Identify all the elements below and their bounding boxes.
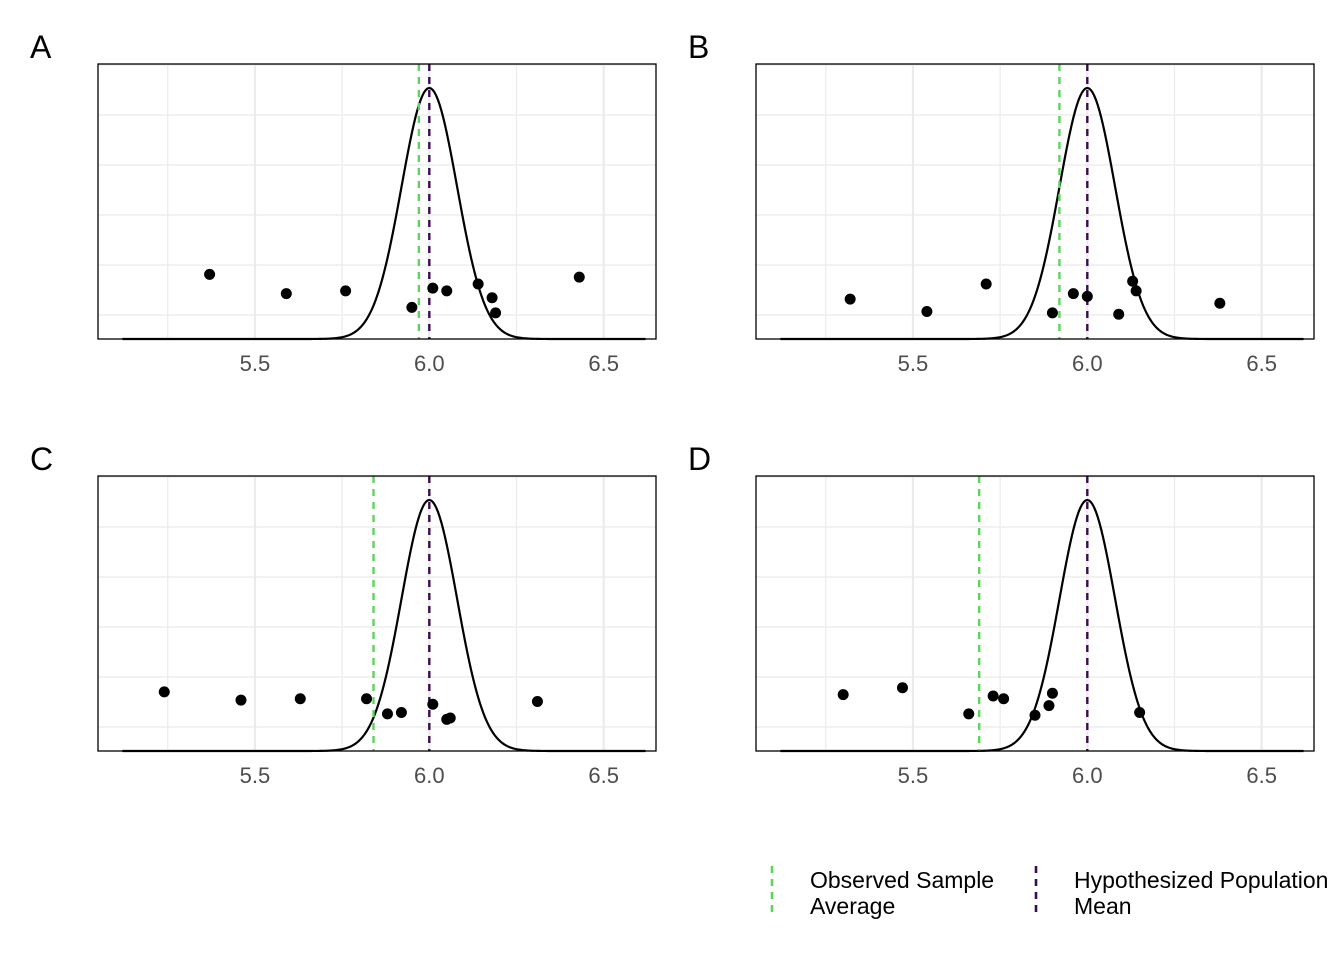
data-point-b-5 <box>1067 288 1079 300</box>
data-point-d-6 <box>1029 709 1041 721</box>
data-point-a-3 <box>340 285 352 297</box>
x-tick-label-d-3: 6.5 <box>1246 763 1277 788</box>
data-point-c-10 <box>531 696 543 707</box>
panel-letter-d: D <box>688 441 711 477</box>
data-point-a-6 <box>441 285 453 297</box>
legend-label-observed-line1: Observed Sample <box>810 867 994 893</box>
data-point-b-8 <box>1127 275 1139 287</box>
x-tick-label-b-2: 6.0 <box>1072 351 1103 376</box>
panels: A 5.5 6.0 6.5 B 5.5 6.0 6.5 C 5.5 6.0 6.5 D 5.5 6.0 6.5 <box>30 29 1315 788</box>
data-point-c-6 <box>395 707 407 718</box>
panel-b: B 5.5 6.0 6.5 <box>688 29 1315 376</box>
density-curve-b <box>780 86 1304 341</box>
data-point-c-5 <box>381 708 393 720</box>
data-point-a-2 <box>280 288 292 300</box>
data-point-d-7 <box>1043 700 1055 712</box>
data-point-a-5 <box>427 282 439 294</box>
data-point-b-9 <box>1130 285 1142 297</box>
data-point-d-1 <box>837 689 849 701</box>
data-point-b-6 <box>1081 290 1093 302</box>
data-point-c-4 <box>361 693 373 705</box>
x-tick-label-b-1: 5.5 <box>898 351 929 376</box>
density-curve-a <box>122 86 646 341</box>
x-tick-label-d-2: 6.0 <box>1072 763 1103 788</box>
x-tick-label-c-1: 5.5 <box>240 763 271 788</box>
panel-border-a <box>97 63 657 340</box>
legend-label-observed-line2: Average <box>810 893 895 919</box>
data-point-b-4 <box>1046 307 1058 319</box>
panel-border-c <box>97 475 657 752</box>
panel-border-d <box>755 475 1315 752</box>
data-point-d-8 <box>1046 687 1058 699</box>
x-tick-label-a-2: 6.0 <box>414 351 445 376</box>
panel-letter-a: A <box>30 29 52 65</box>
data-point-b-7 <box>1113 308 1125 320</box>
panel-d: D 5.5 6.0 6.5 <box>688 441 1315 788</box>
x-tick-label-a-3: 6.5 <box>588 351 619 376</box>
density-curve-d <box>780 498 1304 753</box>
data-point-b-2 <box>921 306 933 317</box>
data-point-a-1 <box>204 268 216 280</box>
data-point-c-2 <box>235 694 247 706</box>
x-tick-label-b-3: 6.5 <box>1246 351 1277 376</box>
data-point-a-7 <box>472 278 484 290</box>
x-tick-label-a-1: 5.5 <box>240 351 271 376</box>
data-point-c-9 <box>444 712 456 724</box>
x-tick-label-d-1: 5.5 <box>898 763 929 788</box>
panel-a: A 5.5 6.0 6.5 <box>30 29 657 376</box>
data-point-b-3 <box>980 278 992 290</box>
data-point-b-1 <box>844 293 856 305</box>
data-point-c-1 <box>158 686 170 698</box>
data-point-a-4 <box>406 301 418 313</box>
data-point-c-7 <box>427 698 439 710</box>
x-tick-label-c-3: 6.5 <box>588 763 619 788</box>
data-point-a-9 <box>490 307 502 319</box>
panel-letter-b: B <box>688 29 709 65</box>
data-point-b-10 <box>1214 297 1226 309</box>
data-point-d-3 <box>963 708 975 720</box>
panel-letter-c: C <box>30 441 53 477</box>
legend-label-hypothesized-line1: Hypothesized Population <box>1074 867 1328 893</box>
legend: Observed Sample Average Hypothesized Pop… <box>770 866 1328 919</box>
data-point-d-2 <box>896 682 908 694</box>
data-point-a-8 <box>486 292 498 304</box>
data-point-d-4 <box>987 690 999 702</box>
data-point-d-5 <box>998 693 1010 705</box>
x-tick-label-c-2: 6.0 <box>414 763 445 788</box>
data-point-a-10 <box>573 271 585 283</box>
legend-label-hypothesized-line2: Mean <box>1074 893 1132 919</box>
panel-border-b <box>755 63 1315 340</box>
panel-c: C 5.5 6.0 6.5 <box>30 441 657 788</box>
data-point-d-9 <box>1134 707 1146 718</box>
data-point-c-3 <box>294 693 306 705</box>
